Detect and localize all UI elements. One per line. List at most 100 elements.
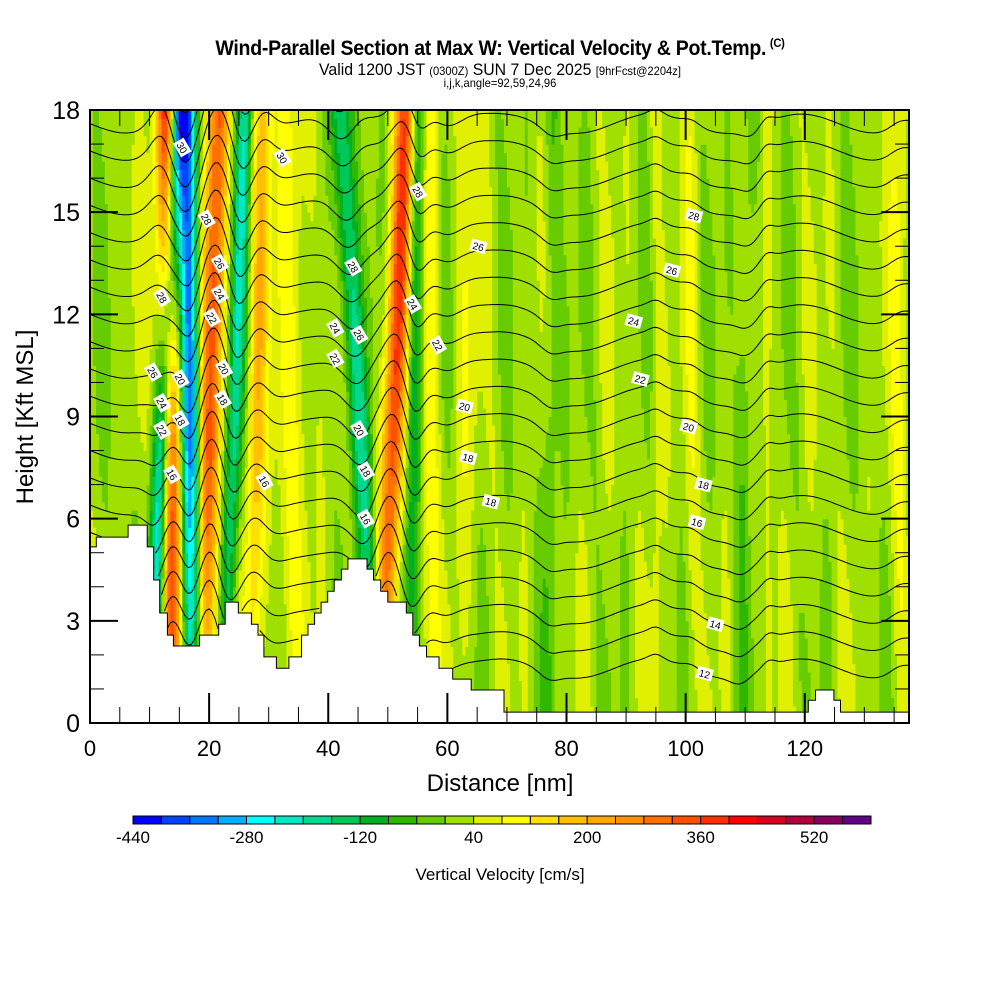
w-cell (649, 110, 654, 128)
w-cell (682, 110, 687, 435)
w-cell (783, 399, 788, 520)
colorbar-swatch (813, 815, 844, 825)
w-cell (873, 110, 877, 723)
w-cell (527, 110, 532, 723)
w-cell (316, 425, 320, 656)
w-cell (361, 391, 365, 528)
w-cell (173, 476, 177, 681)
w-cell (751, 637, 755, 723)
w-cell (426, 544, 431, 723)
w-cell (390, 237, 395, 281)
w-cell (879, 220, 883, 247)
w-cell (769, 578, 773, 723)
w-cell (804, 467, 809, 639)
w-cell (215, 501, 219, 545)
w-cell (352, 467, 356, 511)
w-cell (161, 544, 166, 579)
w-cell (152, 476, 157, 520)
w-cell (658, 110, 663, 537)
w-cell (173, 322, 177, 341)
w-cell (107, 297, 112, 460)
w-cell (301, 110, 306, 196)
w-cell (405, 203, 410, 247)
w-cell (760, 110, 764, 723)
w-cell (155, 373, 160, 409)
w-cell (227, 476, 231, 605)
w-cell (209, 229, 213, 307)
w-cell (146, 484, 151, 537)
w-cell (230, 110, 234, 145)
contour-label: 26 (662, 262, 682, 278)
w-cell (402, 348, 407, 384)
w-cell (891, 110, 895, 179)
w-cell (411, 356, 416, 605)
x-tick-label: 40 (316, 736, 340, 761)
w-cell (298, 229, 303, 341)
w-cell (396, 169, 401, 213)
w-cell (578, 110, 582, 128)
w-cell (212, 544, 216, 588)
w-cell (638, 110, 642, 332)
w-cell (158, 237, 163, 264)
contour-label: 28 (409, 181, 428, 202)
w-cell (167, 382, 171, 418)
w-cell (238, 118, 243, 171)
w-cell (155, 433, 160, 460)
w-cell (256, 501, 261, 571)
w-cell (572, 110, 577, 723)
w-cell (149, 467, 154, 511)
w-cell (230, 144, 234, 205)
contour-label: 18 (481, 493, 501, 510)
w-cell (158, 203, 163, 239)
w-cell (742, 110, 746, 358)
w-cell (387, 373, 392, 418)
w-cell (206, 161, 210, 205)
w-cell (170, 314, 174, 341)
w-cell (414, 110, 419, 162)
w-cell (685, 501, 690, 622)
w-cell (623, 203, 627, 511)
w-cell (786, 433, 791, 554)
w-cell (304, 510, 308, 723)
w-cell (319, 110, 323, 418)
w-cell (224, 408, 228, 452)
w-cell (381, 356, 386, 401)
w-cell (664, 527, 669, 723)
w-cell (709, 510, 714, 690)
w-cell (879, 110, 883, 222)
w-cell (646, 459, 651, 579)
w-cell (810, 110, 815, 222)
w-cell (238, 569, 243, 639)
w-cell (611, 484, 615, 723)
w-cell (158, 118, 163, 171)
w-cell (643, 561, 648, 723)
w-cell (182, 314, 186, 375)
w-cell (614, 110, 618, 723)
w-cell (390, 527, 395, 562)
w-cell (218, 127, 222, 222)
w-cell (155, 408, 160, 435)
colorbar-tick-label: 40 (464, 828, 483, 847)
w-cell (238, 169, 243, 324)
w-cell (185, 110, 189, 162)
w-cell (834, 110, 839, 723)
w-cell (167, 280, 171, 332)
w-cell (358, 203, 362, 264)
w-cell (265, 339, 270, 486)
w-cell (155, 501, 160, 613)
w-cell (343, 110, 347, 230)
w-cell (423, 169, 428, 639)
w-cell (667, 365, 672, 477)
w-cell (167, 544, 171, 723)
w-cell (441, 152, 445, 401)
w-cell (441, 518, 445, 682)
w-cell (331, 110, 335, 128)
w-cell (891, 433, 895, 554)
w-cell (399, 322, 404, 358)
w-cell (137, 416, 142, 528)
w-cell (301, 433, 306, 613)
w-cell (480, 527, 484, 723)
colorbar-swatch (785, 815, 815, 825)
w-cell (474, 425, 478, 647)
w-cell (748, 535, 752, 723)
